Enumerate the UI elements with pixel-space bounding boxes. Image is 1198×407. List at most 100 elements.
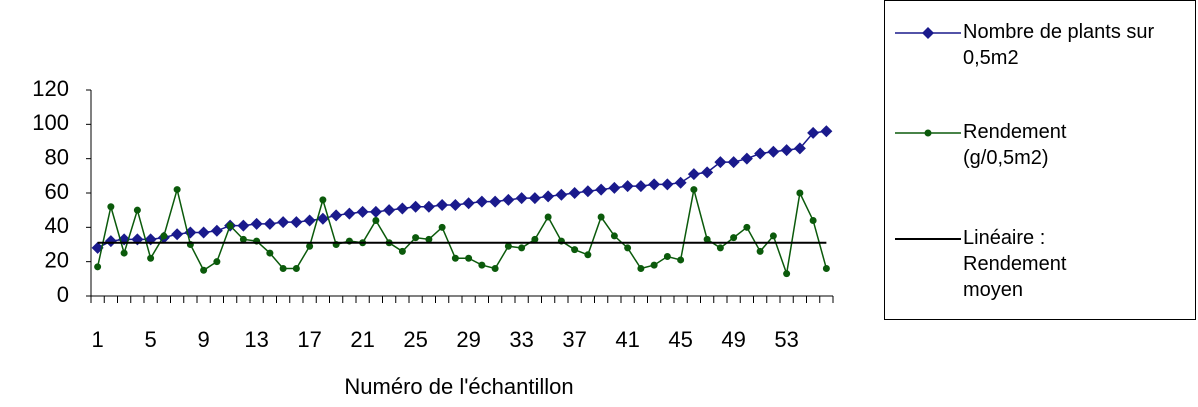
- x-tick-label: 21: [350, 327, 374, 352]
- point: [504, 242, 512, 250]
- x-tick-label: 29: [456, 327, 480, 352]
- point: [756, 247, 764, 255]
- x-tick-label: 17: [297, 327, 321, 352]
- point: [924, 129, 932, 137]
- x-tick-label: 33: [509, 327, 533, 352]
- point: [263, 217, 276, 230]
- point: [769, 232, 777, 240]
- point: [396, 202, 409, 215]
- point: [94, 263, 102, 271]
- point: [807, 126, 820, 139]
- point: [237, 219, 250, 232]
- point: [412, 234, 420, 242]
- point: [449, 199, 462, 212]
- x-axis-title: Numéro de l'échantillon: [344, 374, 573, 399]
- point: [250, 217, 263, 230]
- point: [279, 265, 287, 273]
- legend-label: Linéaire : Rendement moyen: [963, 227, 1067, 301]
- x-tick-label: 45: [668, 327, 692, 352]
- point: [306, 242, 314, 250]
- point: [303, 214, 316, 227]
- point: [173, 186, 181, 194]
- point: [637, 265, 645, 273]
- point: [820, 125, 833, 138]
- point: [171, 228, 184, 241]
- point: [356, 205, 369, 218]
- point: [650, 261, 658, 269]
- point: [438, 223, 446, 231]
- point: [197, 226, 210, 239]
- point: [266, 249, 274, 257]
- x-tick-label: 9: [198, 327, 210, 352]
- y-tick-label: 60: [45, 179, 69, 204]
- point: [677, 256, 685, 264]
- point: [544, 213, 552, 221]
- point: [730, 234, 738, 242]
- point: [716, 244, 724, 252]
- point: [436, 199, 449, 212]
- point: [701, 166, 714, 179]
- point: [316, 212, 329, 225]
- point: [584, 251, 592, 259]
- point: [398, 247, 406, 255]
- point: [451, 254, 459, 262]
- chart: Numéro de l'échantillon 0 20 40 60 80 100 120 1…: [32, 76, 834, 399]
- point: [780, 144, 793, 157]
- point: [531, 235, 539, 243]
- point: [104, 235, 117, 248]
- legend-swatch: [895, 238, 961, 240]
- point: [489, 195, 502, 208]
- y-tick-label: 40: [45, 213, 69, 238]
- y-tick-label: 100: [32, 110, 69, 135]
- legend-swatch: [895, 129, 961, 137]
- point: [369, 205, 382, 218]
- x-tick-label: 41: [615, 327, 639, 352]
- point: [922, 27, 934, 39]
- point: [610, 232, 618, 240]
- point: [210, 224, 223, 237]
- point: [330, 209, 343, 222]
- point: [767, 145, 780, 158]
- x-tick-label: 49: [721, 327, 745, 352]
- x-tick-label: 1: [92, 327, 104, 352]
- point: [608, 181, 621, 194]
- legend-item: Nombre de plants sur 0,5m2: [893, 19, 1183, 71]
- point: [133, 206, 141, 214]
- point: [465, 254, 473, 262]
- point: [290, 216, 303, 229]
- legend-label: Rendement (g/0,5m2): [963, 121, 1067, 169]
- point: [754, 147, 767, 160]
- point: [515, 192, 528, 205]
- point: [160, 232, 168, 240]
- point: [621, 180, 634, 193]
- legend-item: Rendement (g/0,5m2): [893, 119, 1093, 171]
- y-tick-label: 80: [45, 144, 69, 169]
- point: [425, 235, 433, 243]
- point: [822, 265, 830, 273]
- point: [624, 244, 632, 252]
- point: [491, 265, 499, 273]
- point: [690, 186, 698, 194]
- series-line: [96, 186, 828, 274]
- point: [581, 185, 594, 198]
- point: [239, 235, 247, 243]
- point: [555, 188, 568, 201]
- point: [528, 192, 541, 205]
- point: [213, 258, 221, 266]
- point: [120, 249, 128, 257]
- point: [714, 156, 727, 169]
- point: [226, 222, 234, 230]
- point: [383, 204, 396, 217]
- point: [595, 183, 608, 196]
- point: [568, 187, 581, 199]
- point: [462, 197, 475, 210]
- point: [727, 156, 740, 169]
- point: [740, 152, 753, 165]
- point: [597, 213, 605, 221]
- point: [793, 142, 806, 155]
- point: [542, 190, 555, 203]
- point: [343, 207, 356, 220]
- x-tick-label: 53: [774, 327, 798, 352]
- point: [107, 203, 115, 211]
